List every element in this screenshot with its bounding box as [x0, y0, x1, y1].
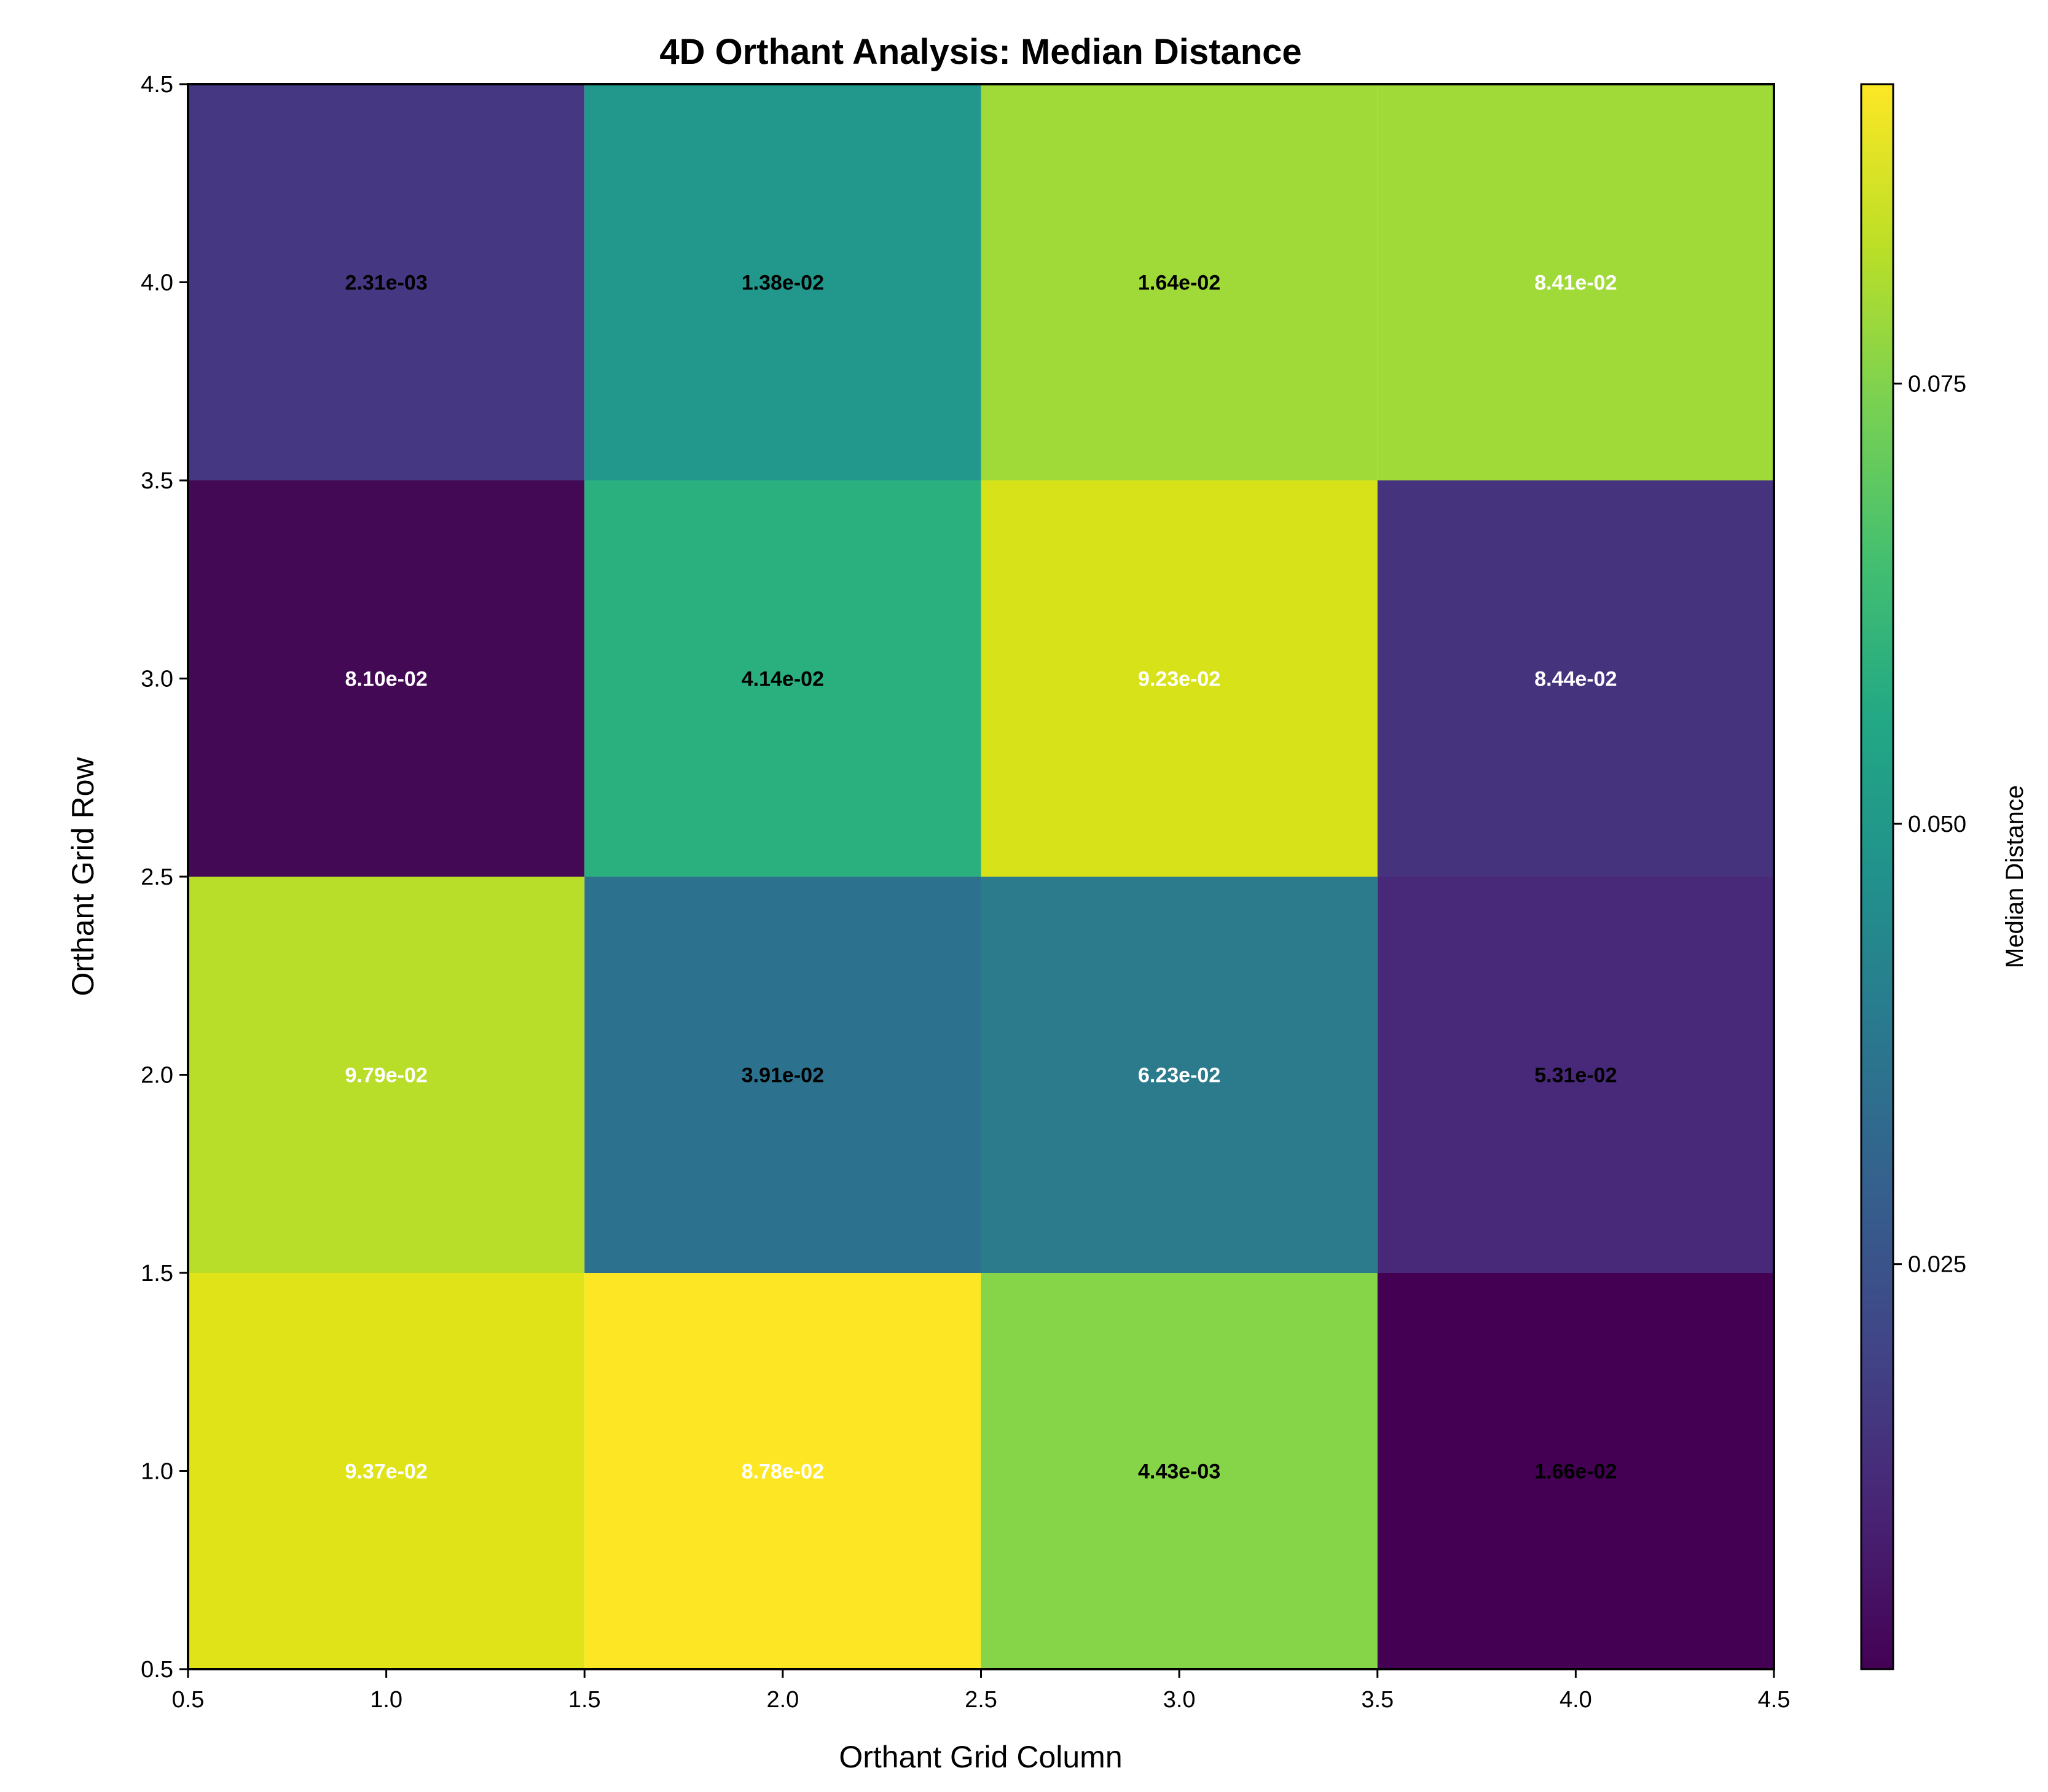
- cell-value-label: 9.79e-02: [345, 1064, 428, 1087]
- cell-value-label: 3.91e-02: [742, 1064, 824, 1087]
- colorbar-tick-label: 0.025: [1908, 1252, 1966, 1278]
- cell-value-label: 2.31e-03: [345, 272, 428, 295]
- heatmap-cells: [188, 84, 1774, 1669]
- heatmap-cell: [584, 877, 981, 1273]
- x-axis-label: Orthant Grid Column: [839, 1740, 1122, 1774]
- cell-value-label: 4.43e-03: [1138, 1460, 1220, 1484]
- cell-value-label: 1.66e-02: [1534, 1460, 1617, 1484]
- x-tick-label: 4.0: [1560, 1687, 1592, 1713]
- heatmap-cell: [1377, 1273, 1774, 1669]
- heatmap-cell: [981, 1273, 1378, 1669]
- heatmap-cell: [584, 84, 981, 480]
- colorbar-gradient: [1860, 83, 1894, 1670]
- cell-value-label: 1.38e-02: [742, 272, 824, 295]
- cell-value-label: 4.14e-02: [742, 668, 824, 691]
- colorbar-tick-label: 0.050: [1908, 812, 1966, 837]
- y-tick-label: 2.5: [141, 864, 173, 890]
- x-axis: 0.5 1.0 1.5 2.0 2.5 3.0 3.5 4.0 4.5: [172, 1669, 1791, 1713]
- y-tick-label: 1.5: [141, 1261, 173, 1286]
- x-tick-label: 0.5: [172, 1687, 205, 1713]
- y-tick-label: 4.0: [141, 270, 173, 296]
- cell-value-label: 8.10e-02: [345, 668, 428, 691]
- x-tick-label: 3.0: [1163, 1687, 1196, 1713]
- heatmap-cell: [584, 1273, 981, 1669]
- cell-value-label: 9.37e-02: [345, 1460, 428, 1484]
- x-tick-label: 3.5: [1361, 1687, 1394, 1713]
- heatmap-cell: [981, 84, 1378, 480]
- y-tick-label: 2.0: [141, 1063, 173, 1089]
- x-tick-label: 2.0: [766, 1687, 799, 1713]
- cell-value-label: 8.44e-02: [1534, 668, 1617, 691]
- cell-value-label: 5.31e-02: [1534, 1064, 1617, 1087]
- y-tick-label: 0.5: [141, 1657, 173, 1683]
- heatmap-cell: [188, 84, 585, 480]
- x-tick-label: 4.5: [1758, 1687, 1791, 1713]
- heatmap-cell: [188, 877, 585, 1273]
- colorbar-label: Median Distance: [2001, 785, 2028, 968]
- heatmap-cell: [188, 1273, 585, 1669]
- colorbar-tick-label: 0.075: [1908, 371, 1966, 397]
- y-tick-label: 3.5: [141, 468, 173, 494]
- cell-value-label: 9.23e-02: [1138, 668, 1220, 691]
- heatmap-cell: [584, 480, 981, 877]
- heatmap-cell: [1377, 84, 1774, 480]
- heatmap-cell: [981, 877, 1378, 1273]
- y-tick-label: 4.5: [141, 72, 173, 98]
- heatmap-cell: [1377, 877, 1774, 1273]
- y-axis-label: Orthant Grid Row: [66, 757, 100, 996]
- cell-value-label: 6.23e-02: [1138, 1064, 1220, 1087]
- chart-title: 4D Orthant Analysis: Median Distance: [659, 32, 1301, 72]
- colorbar: 0.025 0.050 0.075 Median Distance: [1860, 83, 2028, 1670]
- x-tick-label: 1.0: [370, 1687, 402, 1713]
- heatmap-cell: [188, 480, 585, 877]
- cell-labels: 2.31e-03 1.38e-02 1.64e-02 8.41e-02 8.10e-02…: [345, 272, 1617, 1484]
- cell-value-label: 8.41e-02: [1534, 272, 1617, 295]
- x-tick-label: 2.5: [965, 1687, 997, 1713]
- y-tick-label: 1.0: [141, 1459, 173, 1485]
- cell-value-label: 1.64e-02: [1138, 272, 1220, 295]
- y-tick-label: 3.0: [141, 667, 173, 692]
- cell-value-label: 8.78e-02: [742, 1460, 824, 1484]
- x-tick-label: 1.5: [568, 1687, 601, 1713]
- heatmap-cell: [1377, 480, 1774, 877]
- y-axis: 0.5 1.0 1.5 2.0 2.5 3.0 3.5 4.0 4.5: [141, 72, 188, 1683]
- colorbar-ticks: 0.025 0.050 0.075: [1893, 371, 1966, 1278]
- heatmap-cell: [981, 480, 1378, 877]
